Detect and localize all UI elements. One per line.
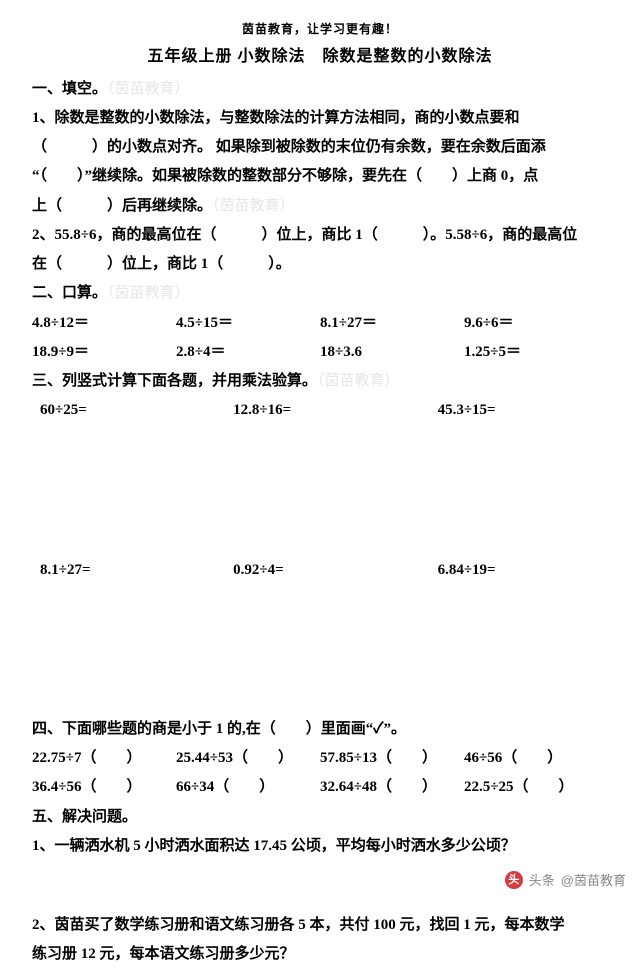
section-5-heading: 五、解决问题。 — [32, 803, 608, 832]
page-header-small: 茵苗教育，让学习更有趣！ — [32, 18, 608, 41]
calc-cell: 1.25÷5＝ — [464, 338, 608, 367]
s4-row2: 36.4÷56（ ） 66÷34（ ） 32.64÷48（ ） 22.5÷25（… — [32, 773, 608, 802]
footer-author: @茵苗教育 — [561, 868, 626, 893]
calc-cell: 0.92÷4= — [233, 556, 437, 585]
s1-p1a: 1、除数是整数的小数除法，与整数除法的计算方法相同，商的小数点要和 — [32, 104, 608, 133]
check-cell: 22.75÷7（ ） — [32, 744, 176, 773]
s4-row1: 22.75÷7（ ） 25.44÷53（ ） 57.85÷13（ ） 46÷56… — [32, 744, 608, 773]
s2-row1: 4.8÷12＝ 4.5÷15＝ 8.1÷27＝ 9.6÷6＝ — [32, 309, 608, 338]
s1-p1c: “（ ）”继续除。如果被除数的整数部分不够除，要先在（ ）上商 0，点 — [32, 162, 608, 191]
s1-p1d: 上（ ）后再继续除。（茵苗教育） — [32, 192, 608, 221]
footer-label: 头条 — [529, 868, 555, 893]
s1-p2b: 在（ ）位上，商比 1（ ）。 — [32, 250, 608, 279]
check-cell: 32.64÷48（ ） — [320, 773, 464, 802]
watermark: （茵苗教育） — [107, 81, 190, 97]
s1-p2a: 2、55.8÷6，商的最高位在（ ）位上，商比 1（ ）。5.58÷6，商的最高… — [32, 221, 608, 250]
s2-row2: 18.9÷9＝ 2.8÷4＝ 18÷3.6 1.25÷5＝ — [32, 338, 608, 367]
check-cell: 25.44÷53（ ） — [176, 744, 320, 773]
s5-q2a: 2、茵苗买了数学练习册和语文练习册各 5 本，共付 100 元，找回 1 元，每… — [32, 911, 608, 940]
work-space — [32, 426, 608, 556]
section-3-heading: 三、列竖式计算下面各题，并用乘法验算。（茵苗教育） — [32, 367, 608, 396]
calc-cell: 4.5÷15＝ — [176, 309, 320, 338]
check-cell: 46÷56（ ） — [464, 744, 608, 773]
s3-row2: 8.1÷27= 0.92÷4= 6.84÷19= — [32, 556, 608, 585]
check-cell: 57.85÷13（ ） — [320, 744, 464, 773]
work-space — [32, 585, 608, 715]
section-4-heading: 四、下面哪些题的商是小于 1 的,在（ ）里面画“✓”。 — [32, 715, 608, 744]
s1-h-text: 一、填空。 — [32, 81, 107, 97]
check-cell: 22.5÷25（ ） — [464, 773, 608, 802]
watermark: （茵苗教育） — [212, 198, 295, 214]
calc-cell: 6.84÷19= — [438, 556, 608, 585]
calc-cell: 8.1÷27＝ — [320, 309, 464, 338]
section-1-heading: 一、填空。（茵苗教育） — [32, 75, 608, 104]
s3-row1: 60÷25= 12.8÷16= 45.3÷15= — [32, 396, 608, 425]
watermark: （茵苗教育） — [317, 373, 400, 389]
calc-cell: 18.9÷9＝ — [32, 338, 176, 367]
toutiao-icon: 头 — [505, 871, 523, 889]
s5-q2b: 练习册 12 元，每本语文练习册多少元？ — [32, 940, 608, 969]
check-cell: 36.4÷56（ ） — [32, 773, 176, 802]
section-2-heading: 二、口算。（茵苗教育） — [32, 279, 608, 308]
s5-q1: 1、一辆洒水机 5 小时洒水面积达 17.45 公顷，平均每小时洒水多少公顷？ — [32, 832, 608, 861]
calc-cell: 45.3÷15= — [438, 396, 608, 425]
calc-cell: 12.8÷16= — [233, 396, 437, 425]
page-title: 五年级上册 小数除法 除数是整数的小数除法 — [32, 41, 608, 72]
s1-p1b: （ ）的小数点对齐。 如果除到被除数的末位仍有余数，要在余数后面添 — [32, 133, 608, 162]
check-cell: 66÷34（ ） — [176, 773, 320, 802]
watermark: （茵苗教育） — [107, 285, 190, 301]
calc-cell: 8.1÷27= — [40, 556, 233, 585]
s3-h-text: 三、列竖式计算下面各题，并用乘法验算。 — [32, 373, 317, 389]
calc-cell: 18÷3.6 — [320, 338, 464, 367]
calc-cell: 2.8÷4＝ — [176, 338, 320, 367]
calc-cell: 4.8÷12＝ — [32, 309, 176, 338]
s2-h-text: 二、口算。 — [32, 285, 107, 301]
s1-p1d-text: 上（ ）后再继续除。 — [32, 198, 212, 214]
calc-cell: 60÷25= — [40, 396, 233, 425]
page-footer: 头 头条 @茵苗教育 — [505, 868, 626, 893]
calc-cell: 9.6÷6＝ — [464, 309, 608, 338]
